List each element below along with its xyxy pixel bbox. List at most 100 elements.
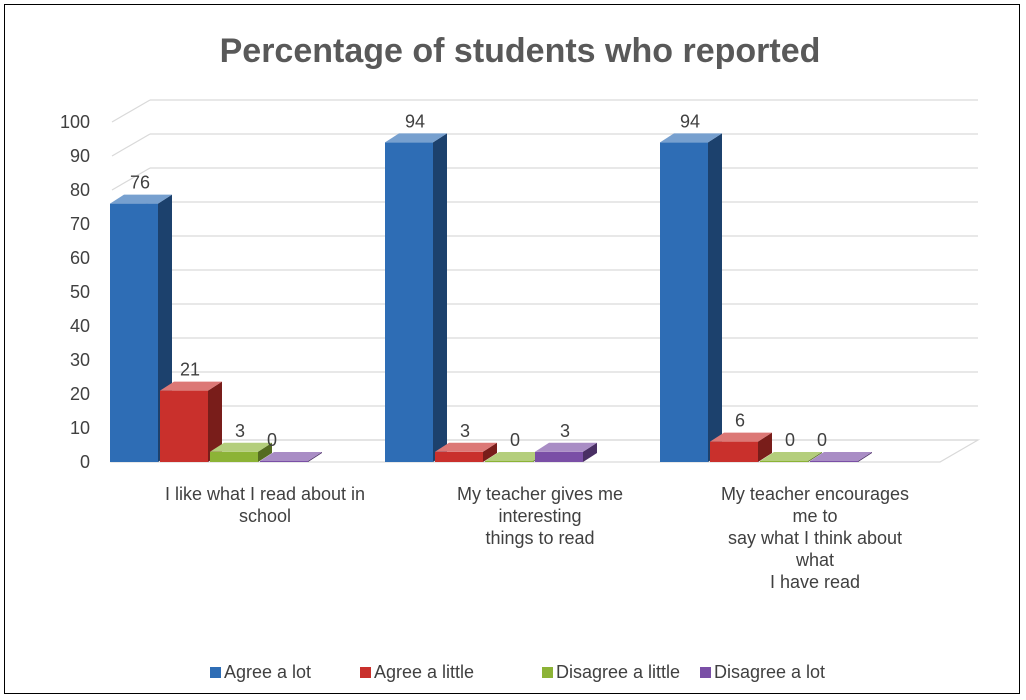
bar-front	[110, 203, 158, 462]
legend-item: Disagree a lot	[700, 662, 825, 682]
y-tick-label: 10	[70, 418, 90, 438]
gridline-side	[111, 133, 151, 157]
category-label-line: things to read	[485, 528, 594, 548]
bar-top	[260, 452, 322, 461]
data-label: 0	[510, 430, 520, 450]
bar	[710, 432, 772, 462]
bar-front	[535, 451, 583, 462]
gridline-side	[111, 99, 151, 123]
bar-top	[110, 194, 172, 204]
legend-label: Disagree a lot	[714, 662, 825, 682]
bar-side	[208, 381, 222, 462]
bar-front	[160, 390, 208, 462]
legend: Agree a lot Agree a little Disagree a litt…	[210, 662, 825, 682]
bar-front	[760, 461, 808, 462]
bar-top	[710, 432, 772, 442]
data-label: 3	[560, 421, 570, 441]
y-tick-label: 20	[70, 384, 90, 404]
category-label-line: I like what I read about in	[165, 484, 365, 504]
bar-front	[210, 451, 258, 462]
category-label: My teacher gives me interesting things to …	[457, 484, 623, 548]
gridlines	[109, 99, 981, 463]
category-label-line: what	[795, 550, 834, 570]
bar-front	[260, 461, 308, 462]
bar-top	[160, 381, 222, 391]
y-tick-label: 50	[70, 282, 90, 302]
bar-front	[810, 461, 858, 462]
bar-side	[433, 133, 447, 462]
data-label: 94	[405, 111, 425, 131]
category-label-line: My teacher gives me	[457, 484, 623, 504]
bar	[760, 452, 822, 462]
legend-item: Agree a little	[360, 662, 474, 682]
category-label-line: school	[239, 506, 291, 526]
category-label-line: My teacher encourages	[721, 484, 909, 504]
bar	[660, 133, 722, 462]
data-label: 21	[180, 360, 200, 380]
gridline-side	[111, 167, 151, 191]
bars	[110, 133, 872, 462]
bar-side	[758, 432, 772, 462]
data-labels: 76 21 3 0 94 3 0 3 94 6 0 0	[130, 111, 827, 450]
category-label: My teacher encourages me to say what I thi…	[721, 484, 909, 592]
data-label: 0	[817, 430, 827, 450]
bar-side	[808, 452, 822, 462]
bar-front	[435, 451, 483, 462]
bar-top	[385, 133, 447, 143]
y-tick-label: 100	[60, 112, 90, 132]
y-tick-label: 80	[70, 180, 90, 200]
bar-front	[710, 441, 758, 462]
y-tick-label: 30	[70, 350, 90, 370]
bar-side	[708, 133, 722, 462]
bar	[435, 442, 497, 462]
legend-item: Disagree a little	[542, 662, 680, 682]
legend-swatch	[360, 667, 371, 678]
legend-swatch	[210, 667, 221, 678]
legend-label: Agree a lot	[224, 662, 311, 682]
bar	[260, 452, 322, 462]
y-tick-label: 70	[70, 214, 90, 234]
bar-top	[435, 442, 497, 452]
y-tick-label: 90	[70, 146, 90, 166]
data-label: 3	[235, 421, 245, 441]
legend-label: Disagree a little	[556, 662, 680, 682]
legend-label: Agree a little	[374, 662, 474, 682]
data-label: 94	[680, 111, 700, 131]
bar-side	[583, 442, 597, 462]
bar-top	[760, 452, 822, 461]
y-axis: 0 10 20 30 40 50 60 70 80 90 100	[60, 112, 90, 472]
category-label-line: say what I think about	[728, 528, 902, 548]
bar-top	[810, 452, 872, 461]
y-tick-label: 60	[70, 248, 90, 268]
bar	[810, 452, 872, 462]
category-label-line: interesting	[498, 506, 581, 526]
chart-title: Percentage of students who reported	[220, 32, 821, 70]
bar	[385, 133, 447, 462]
bar-front	[385, 142, 433, 462]
y-tick-label: 0	[80, 452, 90, 472]
data-label: 0	[785, 430, 795, 450]
bar-top	[485, 452, 547, 461]
data-label: 76	[130, 173, 150, 193]
data-label: 6	[735, 411, 745, 431]
data-label: 3	[460, 421, 470, 441]
bar-front	[660, 142, 708, 462]
bar	[210, 442, 272, 462]
legend-item: Agree a lot	[210, 662, 311, 682]
bar-top	[660, 133, 722, 143]
chart-frame	[4, 4, 1020, 694]
legend-swatch	[542, 667, 553, 678]
bar-side	[258, 442, 272, 462]
category-label-line: I have read	[770, 572, 860, 592]
bar-side	[308, 452, 322, 462]
category-label-line: me to	[792, 506, 837, 526]
bar-side	[858, 452, 872, 462]
bar	[535, 442, 597, 462]
legend-swatch	[700, 667, 711, 678]
bar-front	[485, 461, 533, 462]
category-label: I like what I read about in school	[165, 484, 365, 526]
data-label: 0	[267, 430, 277, 450]
bar-top	[535, 442, 597, 452]
bar-side	[483, 442, 497, 462]
